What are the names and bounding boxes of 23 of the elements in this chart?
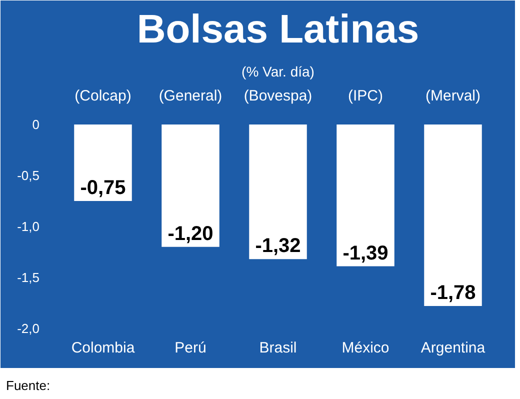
data-label: -1,20 <box>168 222 214 245</box>
y-tick-label: -2,0 <box>17 321 40 336</box>
x-tick-label: Argentina <box>420 340 486 356</box>
y-tick-label: -0,5 <box>17 168 40 183</box>
data-label: -1,39 <box>342 242 388 264</box>
y-tick-label: -1,5 <box>17 270 40 285</box>
text: (Colcap) <box>74 88 132 104</box>
text: (Bovespa) <box>244 88 312 104</box>
text: (Merval) <box>426 88 481 104</box>
x-tick-label: Perú <box>174 340 206 356</box>
source-note: Fuente: <box>6 377 50 395</box>
x-tick-label: México <box>342 340 390 356</box>
text: (IPC) <box>348 88 383 104</box>
chart-title: Bolsas Latinas <box>136 8 420 52</box>
x-tick-label: Colombia <box>71 340 136 356</box>
data-label: -0,75 <box>80 177 126 199</box>
data-label: -1,78 <box>430 282 476 304</box>
data-label: -1,32 <box>255 235 301 258</box>
y-tick-label: -1,0 <box>17 219 40 234</box>
text: (General) <box>158 88 222 104</box>
x-tick-label: Brasil <box>259 340 297 356</box>
chart-subtitle: (% Var. día) <box>242 64 314 80</box>
y-tick-label: 0 <box>32 117 40 132</box>
